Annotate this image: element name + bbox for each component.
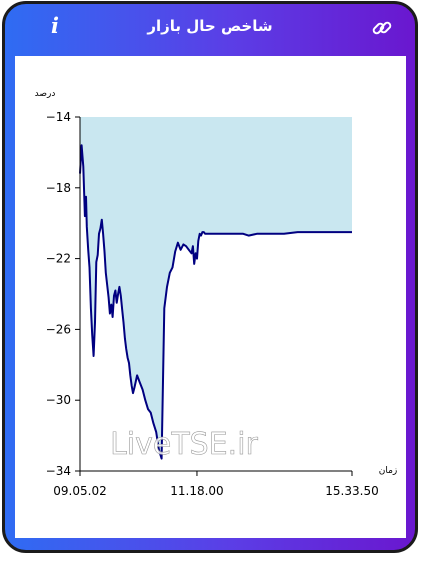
series-line <box>79 144 352 460</box>
app-window: i شاخص حال بازار −14 −18 −22 −26 −30 −34 09.05… <box>2 1 418 553</box>
info-button[interactable]: i <box>46 13 64 39</box>
x-tick-label: 09.05.02 <box>53 484 106 498</box>
link-button[interactable] <box>371 17 393 39</box>
header-bar: i شاخص حال بازار <box>5 4 415 54</box>
x-tick-label: 15.33.50 <box>325 484 378 498</box>
y-axis-label: درصد <box>35 89 56 99</box>
y-tick-label: −22 <box>46 252 71 266</box>
link-icon <box>372 21 392 35</box>
x-axis-label: زمان <box>379 466 398 476</box>
chart-panel: −14 −18 −22 −26 −30 −34 09.05.02 11.18.00 15.33.… <box>15 56 406 538</box>
x-tick-label: 11.18.00 <box>170 484 223 498</box>
y-tick-label: −26 <box>46 322 71 336</box>
chart: −14 −18 −22 −26 −30 −34 09.05.02 11.18.00 15.33.… <box>35 89 398 498</box>
y-tick-label: −30 <box>46 393 71 407</box>
page-title: شاخص حال بازار <box>147 17 273 35</box>
series-area-fill <box>80 117 352 459</box>
info-icon: i <box>51 13 59 38</box>
y-tick-label: −14 <box>46 110 71 124</box>
y-tick-label: −34 <box>46 464 71 478</box>
watermark: LiveTSE.ir <box>110 427 258 462</box>
y-tick-label: −18 <box>46 181 71 195</box>
